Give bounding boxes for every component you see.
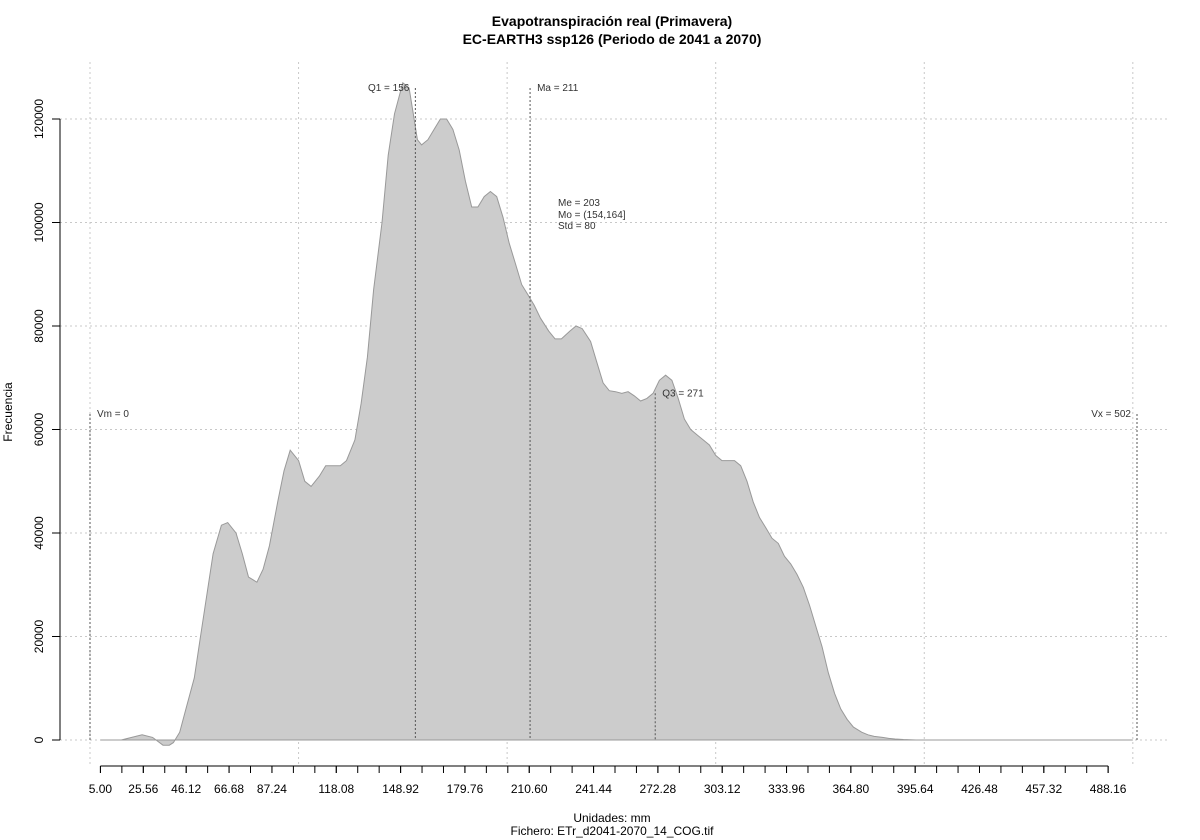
x-tick-label: 148.92	[382, 782, 419, 796]
y-axis-label: Frecuencia	[1, 382, 15, 442]
marker-label: Vx = 502	[1091, 409, 1131, 420]
marker-label: Q1 = 156	[368, 83, 410, 94]
stats-annotation: Me = 203 Mo = (154,164] Std = 80	[558, 198, 626, 232]
x-tick-label: 395.64	[897, 782, 934, 796]
y-tick-label: 120000	[32, 99, 46, 139]
x-tick-label: 87.24	[257, 782, 287, 796]
x-tick-label: 364.80	[832, 782, 869, 796]
chart-title: Evapotranspiración real (Primavera)	[492, 13, 732, 29]
y-tick-label: 80000	[32, 309, 46, 343]
y-tick-label: 40000	[32, 516, 46, 550]
x-tick-label: 272.28	[640, 782, 677, 796]
y-tick-label: 100000	[32, 202, 46, 242]
x-tick-label: 303.12	[704, 782, 741, 796]
x-tick-label: 241.44	[575, 782, 612, 796]
x-tick-label: 118.08	[318, 782, 354, 796]
x-tick-label: 488.16	[1090, 782, 1127, 796]
x-tick-label: 457.32	[1025, 782, 1062, 796]
x-tick-label: 179.76	[447, 782, 484, 796]
chart-subtitle: EC-EARTH3 ssp126 (Periodo de 2041 a 2070…	[463, 31, 762, 47]
std-label: Std = 80	[558, 221, 596, 232]
x-tick-label: 210.60	[511, 782, 548, 796]
x-tick-label: 66.68	[214, 782, 244, 796]
y-tick-label: 0	[32, 736, 46, 743]
x-tick-label: 333.96	[768, 782, 805, 796]
x-tick-label: 25.56	[128, 782, 158, 796]
density-area	[100, 81, 1133, 746]
x-axis-label: Unidades: mm	[573, 811, 650, 825]
marker-label: Q3 = 271	[662, 388, 704, 399]
mode-label: Mo = (154,164]	[558, 210, 626, 221]
x-tick-label: 46.12	[171, 782, 201, 796]
x-tick-label: 5.00	[89, 782, 113, 796]
marker-label: Vm = 0	[97, 409, 129, 420]
marker-lines: Vm = 0 Q1 = 156 Ma = 211 Q3 = 271 Vx = 502	[89, 83, 1138, 740]
y-tick-label: 20000	[32, 619, 46, 653]
x-axis: 5.00 25.56 46.12 66.68 87.24 118.08 148.92 179.…	[89, 765, 1127, 796]
y-tick-label: 60000	[32, 412, 46, 446]
density-area-layer	[100, 81, 1133, 746]
y-axis: 0 20000 40000 60000 80000 100000 120000	[32, 99, 61, 743]
x-tick-label: 426.48	[961, 782, 998, 796]
marker-label: Ma = 211	[537, 83, 579, 94]
file-caption: Fichero: ETr_d2041-2070_14_COG.tif	[511, 824, 715, 838]
median-label: Me = 203	[558, 198, 600, 209]
